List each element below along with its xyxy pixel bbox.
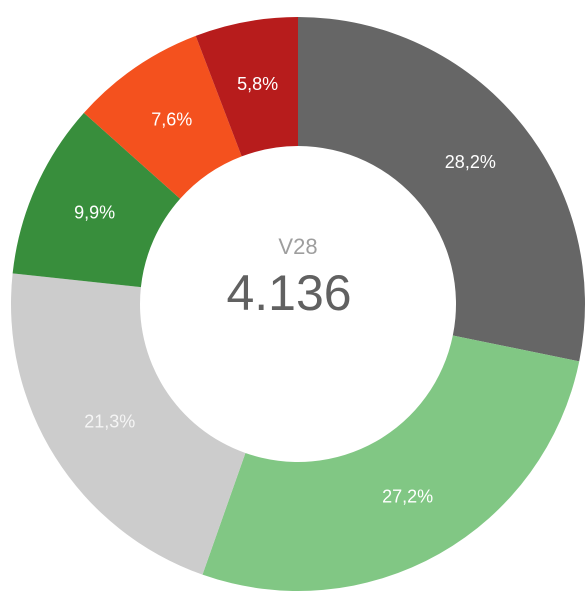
center-value: 4.136 [226,265,351,321]
donut-segment [11,273,246,575]
donut-segment [195,17,298,157]
data-label: 7,6% [151,110,192,130]
data-label: 27,2% [382,486,433,506]
data-label: 21,3% [84,411,135,431]
donut-segment [83,35,242,199]
data-label: 9,9% [74,202,115,222]
donut-segment [12,112,181,288]
donut-segment [298,17,585,362]
data-label: 28,2% [445,152,496,172]
donut-segment [202,335,580,591]
center-title: V28 [278,234,317,259]
data-label: 5,8% [237,74,278,94]
